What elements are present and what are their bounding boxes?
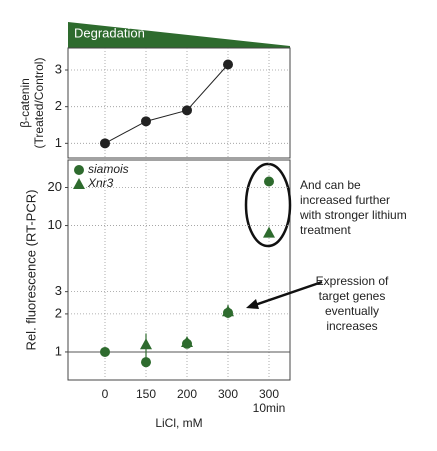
y-tick-label: 1 [55,135,62,150]
y-tick-label: 3 [55,61,62,76]
annotation: Expression of [316,274,389,288]
annotation: increased further [300,193,390,207]
x-tick-label: 10min [253,401,286,415]
point [141,357,151,368]
annotation: target genes [319,289,386,303]
annotation: increases [326,319,377,333]
annotation: treatment [300,223,351,237]
y-tick-label: 20 [48,179,62,194]
legend-label: Xnr3 [87,176,114,190]
point [181,335,193,347]
point [222,305,234,317]
x-tick-label: 300 [218,387,238,401]
y-tick-label: 10 [48,217,62,232]
highlight-ellipse [244,162,292,248]
point [140,338,152,350]
point [182,105,192,116]
point [223,59,233,70]
y-axis-label: (Treated/Control) [32,58,46,149]
point [264,176,274,187]
annotation: with stronger lithium [299,208,407,222]
line [104,64,229,144]
legend-label: siamois [88,162,129,176]
legend-marker [74,165,84,175]
y-tick-label: 2 [55,98,62,113]
legend-marker [73,178,85,189]
y-axis-label: β-catenin [18,78,32,128]
top-frame [67,47,291,159]
point [263,226,275,238]
x-tick-label: 150 [136,387,156,401]
point [141,116,151,127]
point [100,138,110,149]
banner: Degradation [74,25,145,40]
y-tick-label: 1 [55,343,62,358]
y-axis-label: Rel. fluorescence (RT-PCR) [23,190,38,351]
degradation-wedge [68,22,290,48]
arrow [251,280,323,308]
arrow-head [246,299,259,309]
y-tick-label: 2 [55,305,62,320]
y-tick-label: 3 [55,283,62,298]
x-tick-label: 0 [102,387,109,401]
x-axis-label: LiCl, mM [155,416,202,430]
x-tick-label: 300 [259,387,279,401]
annotation: And can be [300,178,361,192]
x-tick-label: 200 [177,387,197,401]
bottom-frame [67,159,291,381]
annotation: eventually [325,304,379,318]
point [100,346,110,357]
